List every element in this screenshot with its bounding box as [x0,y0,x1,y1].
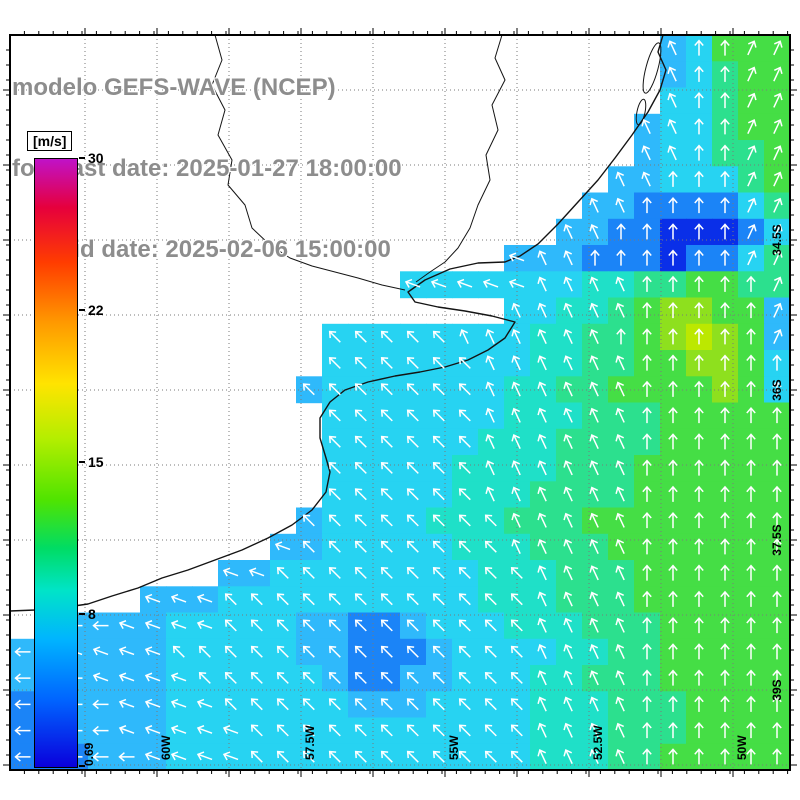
heatmap-cells [10,35,791,771]
model-title: modelo GEFS-WAVE (NCEP) [12,74,336,101]
colorbar-tickmark [79,461,85,463]
colorbar-tickmark [79,765,85,767]
coastline [9,34,667,612]
lon-label: 60W [159,735,173,760]
colorbar-tickmark [79,309,85,311]
colorbar-tickmark [79,613,85,615]
colorbar-min-label: 0.69 [82,742,96,766]
lat-label: 36S [770,379,784,400]
colorbar-units-label: [m/s] [27,131,73,151]
title-block: modelo GEFS-WAVE (NCEP) forecast date: 2… [12,20,402,317]
lon-label: 55W [447,735,461,760]
colorbar-tickmark [79,157,85,159]
lon-label: 57.5W [303,725,317,760]
lon-label: 50W [735,735,749,760]
lon-label: 52.5W [591,725,605,760]
colorbar-tick-label: 15 [88,454,104,470]
axis-labels: 60W 57.5W 55W 52.5W 50W 34.5S 36S 37.5S 39S [159,224,784,760]
colorbar-tick-label: 30 [88,150,104,166]
forecast-date-label: forecast date: 2025-01-27 18:00:00 [12,155,402,182]
colorbar-tick-label: 22 [88,302,104,318]
colorbar-tick-label: 8 [88,606,96,622]
frame-and-ticks [3,28,797,777]
lat-label: 39S [770,679,784,700]
lat-label: 37.5S [770,524,784,555]
colorbar-gradient [34,158,78,768]
wind-arrow-field [14,39,783,765]
lat-label: 34.5S [770,224,784,255]
